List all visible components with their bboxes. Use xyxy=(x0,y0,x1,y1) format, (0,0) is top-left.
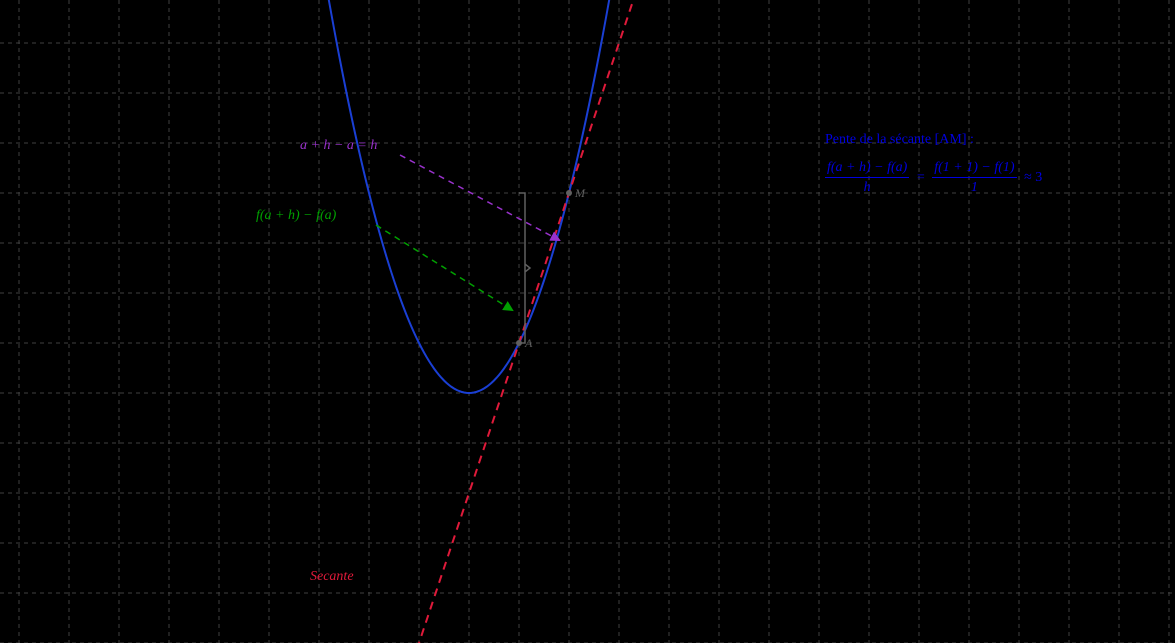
label-v-increment: f(a + h) − f(a) xyxy=(256,208,337,223)
slope-annotation: Pente de la sécante [AM] : f(a + h) − f(… xyxy=(825,130,1042,198)
annotation-arrows xyxy=(376,155,559,310)
slope-fraction-left: f(a + h) − f(a) h xyxy=(825,158,909,198)
slope-fraction-right: f(1 + 1) − f(1) 1 xyxy=(932,158,1016,198)
point-label-M: M xyxy=(574,186,586,200)
label-h-increment: a + h − a = h xyxy=(300,138,377,153)
math-plot: A M a + h − a = h f(a + h) − f(a) Secante xyxy=(0,0,1175,643)
secant-label: Secante xyxy=(310,569,354,584)
grid xyxy=(0,0,1175,643)
slope-approx: ≈ 3 xyxy=(1024,170,1042,185)
text-labels: a + h − a = h f(a + h) − f(a) Secante xyxy=(256,138,377,584)
point-label-A: A xyxy=(524,336,533,350)
slope-title: Pente de la sécante [AM] : xyxy=(825,130,1042,150)
